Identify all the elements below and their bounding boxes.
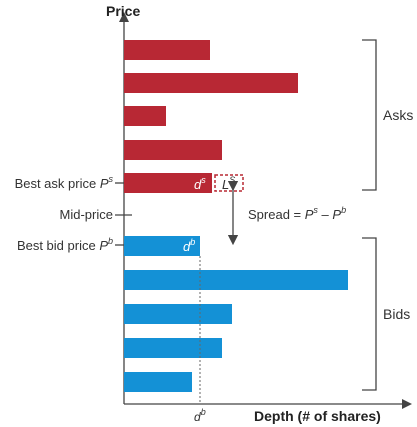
y-axis-label: Price xyxy=(106,3,140,19)
db-axis-label: db xyxy=(194,407,206,424)
ask-bar-2 xyxy=(124,73,298,93)
mid-price-label: Mid-price xyxy=(60,207,113,222)
bid-bar-3 xyxy=(124,304,232,324)
bid-bar-4 xyxy=(124,338,222,358)
bid-bar-1 xyxy=(124,236,200,256)
best-ask-label: Best ask price Ps xyxy=(15,174,114,191)
ds-label: ds xyxy=(194,175,206,192)
asks-bracket xyxy=(362,39,377,191)
bid-bar-5 xyxy=(124,372,192,392)
ask-bar-3 xyxy=(124,106,166,126)
ask-bar-4 xyxy=(124,140,222,160)
best-bid-label: Best bid price Pb xyxy=(17,236,113,253)
bids-bracket xyxy=(362,237,377,391)
asks-label: Asks xyxy=(383,107,413,123)
spread-label: Spread = Ps – Pb xyxy=(248,205,346,222)
bid-bar-2 xyxy=(124,270,348,290)
x-axis-arrow xyxy=(402,399,412,409)
bid-bars xyxy=(124,236,348,392)
ls-label: LS xyxy=(222,175,235,192)
ask-bars xyxy=(124,40,298,193)
x-axis-label: Depth (# of shares) xyxy=(254,408,381,424)
bids-label: Bids xyxy=(383,306,410,322)
db-label: db xyxy=(183,237,195,254)
ask-bar-5 xyxy=(124,173,212,193)
ask-bar-1 xyxy=(124,40,210,60)
y-axis-arrow xyxy=(119,12,129,22)
